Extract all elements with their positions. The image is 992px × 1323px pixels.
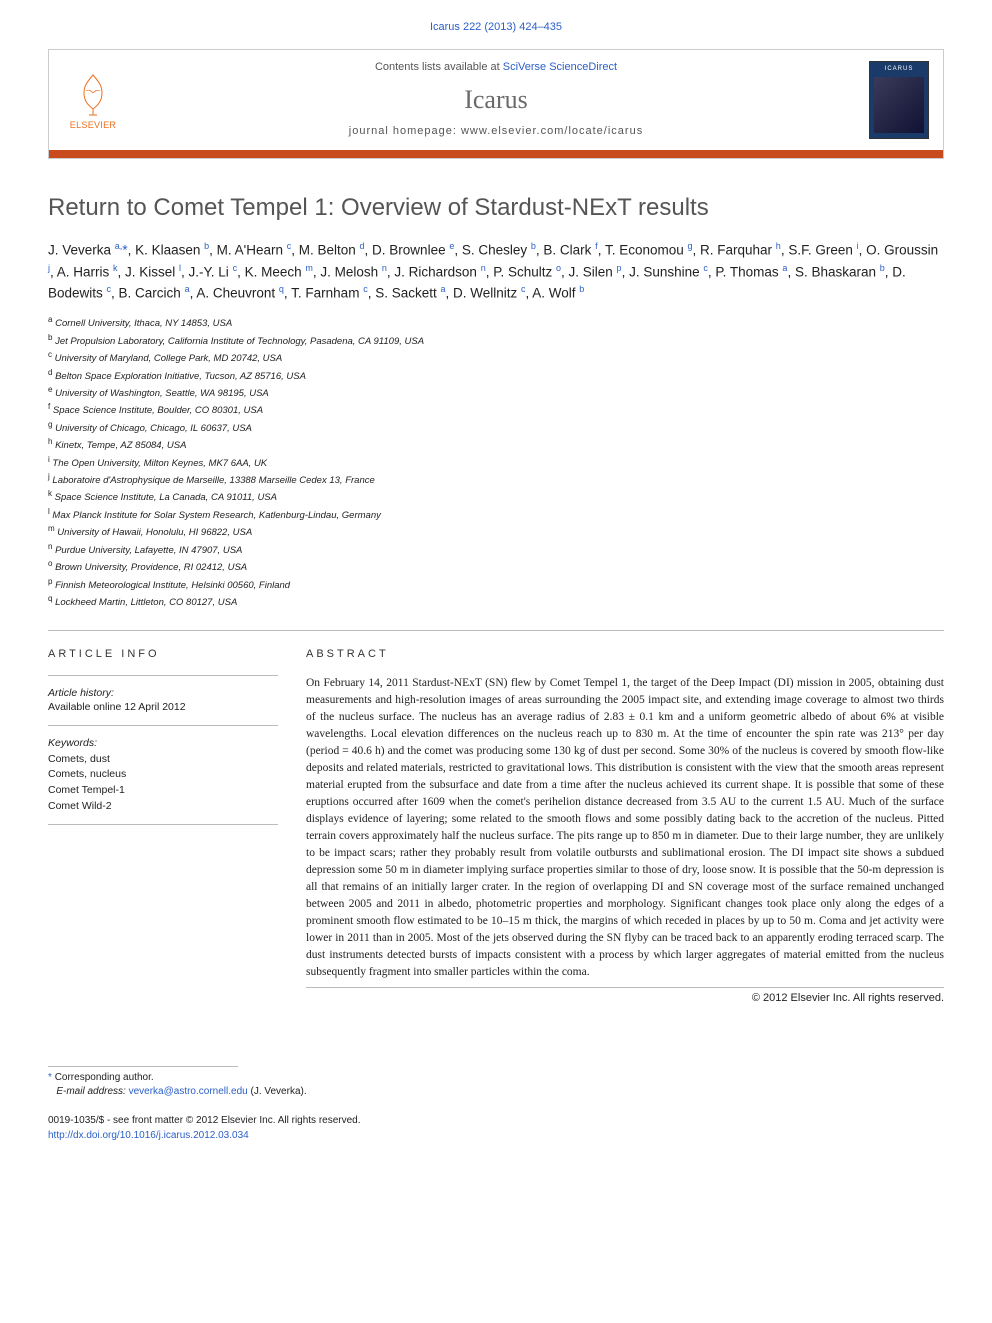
bottom-metadata: 0019-1035/$ - see front matter © 2012 El… (48, 1113, 944, 1143)
affiliation-item: o Brown University, Providence, RI 02412… (48, 558, 944, 575)
keywords-label: Keywords: (48, 736, 278, 751)
affiliation-item: j Laboratoire d'Astrophysique de Marseil… (48, 471, 944, 488)
keyword-item: Comets, dust (48, 752, 278, 767)
journal-homepage-line: journal homepage: www.elsevier.com/locat… (135, 124, 857, 139)
affiliation-item: d Belton Space Exploration Initiative, T… (48, 367, 944, 384)
affiliation-item: c University of Maryland, College Park, … (48, 349, 944, 366)
affiliation-item: k Space Science Institute, La Canada, CA… (48, 488, 944, 505)
citation-header: Icarus 222 (2013) 424–435 (48, 20, 944, 35)
article-info-heading: ARTICLE INFO (48, 647, 278, 662)
affiliation-item: h Kinetx, Tempe, AZ 85084, USA (48, 436, 944, 453)
article-info-column: ARTICLE INFO Article history: Available … (48, 647, 278, 1006)
journal-name: Icarus (135, 82, 857, 118)
keyword-item: Comet Wild-2 (48, 799, 278, 814)
homepage-url: www.elsevier.com/locate/icarus (461, 125, 643, 137)
issn-copyright-line: 0019-1035/$ - see front matter © 2012 El… (48, 1113, 944, 1128)
contents-prefix: Contents lists available at (375, 61, 503, 73)
affiliation-item: f Space Science Institute, Boulder, CO 8… (48, 401, 944, 418)
elsevier-tree-icon (70, 71, 116, 117)
affiliation-item: i The Open University, Milton Keynes, MK… (48, 454, 944, 471)
corresponding-label: Corresponding author. (55, 1072, 154, 1083)
affiliation-item: a Cornell University, Ithaca, NY 14853, … (48, 314, 944, 331)
affiliation-item: e University of Washington, Seattle, WA … (48, 384, 944, 401)
abstract-copyright: © 2012 Elsevier Inc. All rights reserved… (306, 987, 944, 1006)
keyword-item: Comet Tempel-1 (48, 783, 278, 798)
sciencedirect-link[interactable]: SciVerse ScienceDirect (503, 61, 617, 73)
homepage-prefix: journal homepage: (349, 125, 461, 137)
email-person: (J. Veverka). (250, 1086, 306, 1097)
corresponding-email-link[interactable]: veverka@astro.cornell.edu (129, 1086, 248, 1097)
contents-available-line: Contents lists available at SciVerse Sci… (135, 60, 857, 75)
keyword-item: Comets, nucleus (48, 767, 278, 782)
abstract-column: ABSTRACT On February 14, 2011 Stardust-N… (306, 647, 944, 1006)
journal-header-box: ELSEVIER Contents lists available at Sci… (48, 49, 944, 158)
doi-link[interactable]: http://dx.doi.org/10.1016/j.icarus.2012.… (48, 1130, 249, 1141)
cover-title: ICARUS (885, 65, 914, 73)
article-title: Return to Comet Tempel 1: Overview of St… (48, 191, 944, 225)
affiliation-item: l Max Planck Institute for Solar System … (48, 506, 944, 523)
accent-bar (49, 150, 943, 158)
publisher-name: ELSEVIER (70, 119, 116, 132)
affiliation-item: m University of Hawaii, Honolulu, HI 968… (48, 523, 944, 540)
abstract-heading: ABSTRACT (306, 647, 944, 662)
keywords-list: Comets, dustComets, nucleusComet Tempel-… (48, 752, 278, 814)
cover-image-placeholder (874, 77, 924, 133)
article-history-label: Article history: (48, 686, 278, 701)
elsevier-logo: ELSEVIER (63, 68, 123, 132)
abstract-text: On February 14, 2011 Stardust-NExT (SN) … (306, 675, 944, 981)
affiliation-list: a Cornell University, Ithaca, NY 14853, … (48, 314, 944, 610)
email-label: E-mail address: (56, 1086, 125, 1097)
affiliation-item: p Finnish Meteorological Institute, Hels… (48, 576, 944, 593)
star-icon: * (48, 1072, 52, 1083)
affiliation-item: n Purdue University, Lafayette, IN 47907… (48, 541, 944, 558)
author-list: J. Veverka a,*, K. Klaasen b, M. A'Hearn… (48, 240, 944, 304)
footnote-separator (48, 1066, 238, 1067)
journal-cover-thumbnail: ICARUS (869, 61, 929, 139)
corresponding-author-note: * Corresponding author. E-mail address: … (48, 1071, 944, 1099)
affiliation-item: g University of Chicago, Chicago, IL 606… (48, 419, 944, 436)
article-history-text: Available online 12 April 2012 (48, 700, 278, 715)
affiliation-item: q Lockheed Martin, Littleton, CO 80127, … (48, 593, 944, 610)
affiliation-item: b Jet Propulsion Laboratory, California … (48, 332, 944, 349)
